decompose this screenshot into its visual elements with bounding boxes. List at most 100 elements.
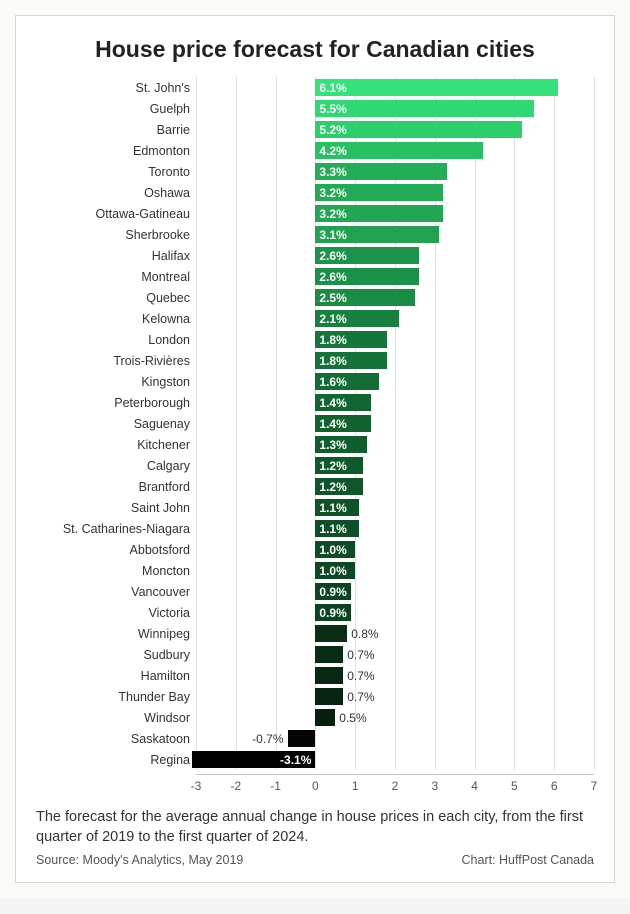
- bar-row: Regina-3.1%: [36, 749, 594, 770]
- gridline: [594, 686, 595, 707]
- bar-category-label: Abbotsford: [36, 543, 196, 557]
- gridline: [236, 350, 237, 371]
- bar-value-label: 0.5%: [335, 709, 366, 726]
- gridline: [594, 602, 595, 623]
- gridline: [196, 434, 197, 455]
- bar-category-label: Quebec: [36, 291, 196, 305]
- gridline: [236, 161, 237, 182]
- gridline: [435, 287, 436, 308]
- gridline: [196, 707, 197, 728]
- gridline: [236, 98, 237, 119]
- gridline: [475, 686, 476, 707]
- x-tick-label: 3: [431, 779, 438, 793]
- bar-row: Montreal2.6%: [36, 266, 594, 287]
- bar-value-label: 3.3%: [315, 163, 346, 180]
- bar-cell: 3.1%: [196, 224, 594, 245]
- gridline: [554, 476, 555, 497]
- gridline: [435, 623, 436, 644]
- bar-value-label: 0.7%: [343, 688, 374, 705]
- gridline: [594, 518, 595, 539]
- bar-category-label: Saskatoon: [36, 732, 196, 746]
- gridline: [395, 455, 396, 476]
- gridline: [475, 518, 476, 539]
- bar-value-label: 2.5%: [315, 289, 346, 306]
- gridline: [276, 644, 277, 665]
- gridline: [276, 434, 277, 455]
- bar-category-label: Vancouver: [36, 585, 196, 599]
- gridline: [355, 728, 356, 749]
- bar-category-label: Trois-Rivières: [36, 354, 196, 368]
- x-tick-label: 1: [352, 779, 359, 793]
- bar-category-label: Brantford: [36, 480, 196, 494]
- bar-cell: 1.1%: [196, 518, 594, 539]
- bar-cell: 1.2%: [196, 476, 594, 497]
- gridline: [196, 686, 197, 707]
- gridline: [196, 308, 197, 329]
- gridline: [475, 476, 476, 497]
- bar-cell: -3.1%: [196, 749, 594, 770]
- gridline: [554, 224, 555, 245]
- gridline: [236, 392, 237, 413]
- gridline: [475, 707, 476, 728]
- bar-value-label: 3.1%: [315, 226, 346, 243]
- gridline: [514, 644, 515, 665]
- gridline: [196, 728, 197, 749]
- gridline: [435, 749, 436, 770]
- bar-row: Vancouver0.9%: [36, 581, 594, 602]
- gridline: [514, 329, 515, 350]
- bar-value-label: 0.7%: [343, 646, 374, 663]
- gridline: [355, 749, 356, 770]
- gridline: [395, 623, 396, 644]
- gridline: [276, 266, 277, 287]
- bar-cell: 0.7%: [196, 644, 594, 665]
- gridline: [236, 518, 237, 539]
- gridline: [435, 413, 436, 434]
- gridline: [435, 245, 436, 266]
- gridline: [594, 749, 595, 770]
- bar-cell: 1.4%: [196, 392, 594, 413]
- gridline: [514, 245, 515, 266]
- gridline: [196, 287, 197, 308]
- gridline: [594, 665, 595, 686]
- x-tick-label: -1: [270, 779, 281, 793]
- gridline: [435, 728, 436, 749]
- gridline: [236, 455, 237, 476]
- gridline: [435, 665, 436, 686]
- gridline: [594, 371, 595, 392]
- gridline: [276, 602, 277, 623]
- gridline: [196, 665, 197, 686]
- gridline: [276, 98, 277, 119]
- gridline: [435, 686, 436, 707]
- gridline: [196, 245, 197, 266]
- bar: [315, 625, 347, 642]
- gridline: [236, 602, 237, 623]
- gridline: [554, 245, 555, 266]
- bar-cell: 3.2%: [196, 182, 594, 203]
- bar-category-label: Victoria: [36, 606, 196, 620]
- bar-category-label: Kelowna: [36, 312, 196, 326]
- gridline: [594, 203, 595, 224]
- gridline: [276, 581, 277, 602]
- bar-value-label: 0.8%: [347, 625, 378, 642]
- gridline: [236, 644, 237, 665]
- gridline: [236, 245, 237, 266]
- gridline: [236, 182, 237, 203]
- gridline: [475, 308, 476, 329]
- chart-title: House price forecast for Canadian cities: [36, 36, 594, 63]
- gridline: [514, 623, 515, 644]
- gridline: [395, 350, 396, 371]
- bar-cell: 1.8%: [196, 329, 594, 350]
- gridline: [435, 518, 436, 539]
- gridline: [475, 539, 476, 560]
- gridline: [435, 308, 436, 329]
- gridline: [196, 329, 197, 350]
- gridline: [594, 728, 595, 749]
- gridline: [475, 560, 476, 581]
- gridline: [196, 644, 197, 665]
- bar-value-label: -0.7%: [252, 730, 287, 747]
- gridline: [196, 119, 197, 140]
- gridline: [276, 77, 277, 98]
- bar-value-label: 1.0%: [315, 541, 346, 558]
- gridline: [276, 476, 277, 497]
- gridline: [514, 728, 515, 749]
